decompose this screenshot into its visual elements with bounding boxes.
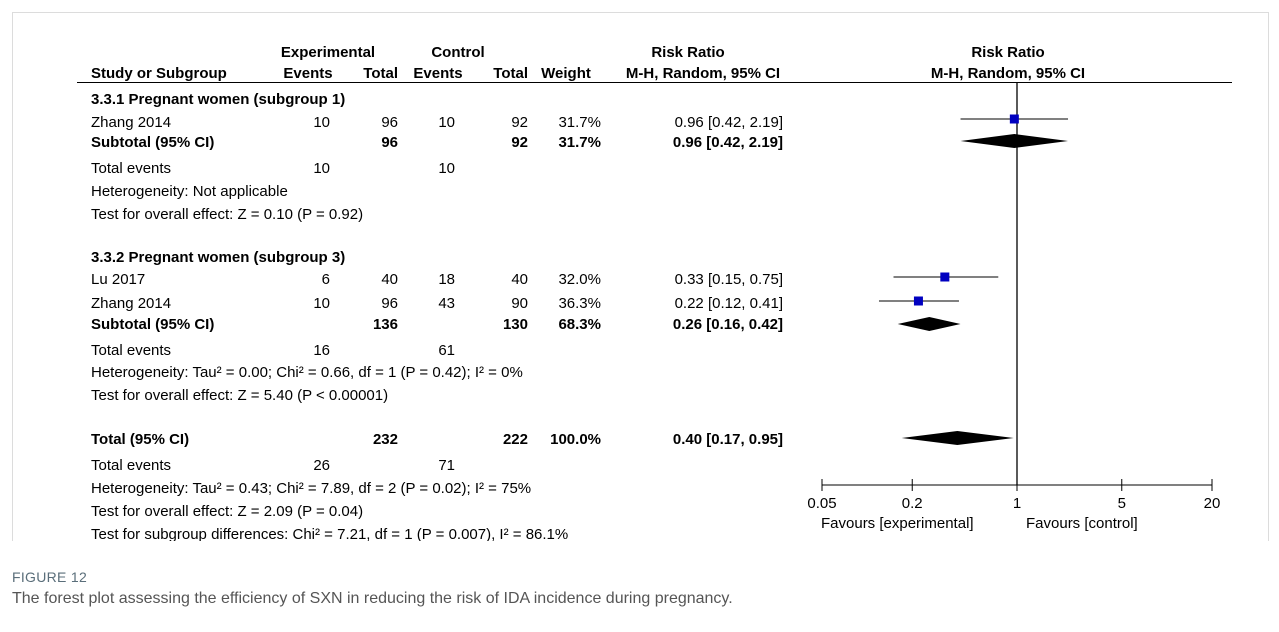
study-row-control-events: 43 (438, 295, 455, 312)
study-row-experimental-total: 96 (381, 114, 398, 131)
col-total-experimental: Total (363, 65, 398, 82)
study-row-experimental-events: 6 (321, 271, 330, 288)
total-label: Total (95% CI) (91, 431, 190, 448)
pooled-estimate-diamond (960, 134, 1069, 148)
favours-experimental-label: Favours [experimental] (821, 515, 974, 532)
study-row-control-total: 90 (511, 295, 528, 312)
forest-plot-figure: Experimental Control Risk Ratio Risk Rat… (12, 12, 1269, 541)
subtotal-control-total: 130 (502, 316, 528, 333)
text-label: Test for overall effect: Z = 0.10 (P = 0… (91, 206, 364, 223)
text-label: Test for subgroup differences: Chi² = 7.… (91, 526, 569, 541)
subtotal-label: Subtotal (95% CI) (91, 134, 215, 151)
col-total-control: Total (493, 65, 528, 82)
x-axis-tick-label: 20 (1204, 495, 1221, 512)
total-risk-ratio: 0.40 [0.17, 0.95] (672, 431, 783, 448)
study-row-risk-ratio: 0.96 [0.42, 2.19] (674, 114, 783, 131)
study-row-weight: 32.0% (558, 271, 601, 288)
study-point (1009, 114, 1019, 124)
col-risk-ratio: M-H, Random, 95% CI (625, 65, 781, 82)
text-label: Heterogeneity: Not applicable (91, 183, 288, 200)
study-row-control-events: 10 (438, 114, 455, 131)
study-row-label: Lu 2017 (91, 271, 146, 288)
header-control: Control (431, 44, 485, 61)
subtotal-control-total: 92 (511, 134, 528, 151)
study-row-experimental-events: 10 (313, 114, 330, 131)
study-point (913, 296, 923, 306)
subtotal-weight: 68.3% (558, 316, 601, 333)
total-experimental-total: 232 (372, 431, 398, 448)
x-axis-tick-label: 5 (1118, 495, 1126, 512)
study-row-label: Zhang 2014 (91, 295, 172, 312)
study-row-risk-ratio: 0.22 [0.12, 0.41] (674, 295, 783, 312)
header-experimental: Experimental (280, 44, 376, 61)
events-label: Total events (91, 160, 172, 177)
favours-control-label: Favours [control] (1026, 515, 1138, 532)
events-control-events: 61 (438, 342, 455, 359)
figure-label: FIGURE 12 (12, 569, 88, 585)
study-row-weight: 31.7% (558, 114, 601, 131)
study-row-experimental-total: 96 (381, 295, 398, 312)
subtotal-risk-ratio: 0.96 [0.42, 2.19] (672, 134, 783, 151)
text-label: Heterogeneity: Tau² = 0.00; Chi² = 0.66,… (91, 364, 523, 381)
text-label: Test for overall effect: Z = 2.09 (P = 0… (91, 503, 364, 520)
study-row-control-total: 40 (511, 271, 528, 288)
events-control-events: 71 (438, 457, 455, 474)
subtotal-label: Subtotal (95% CI) (91, 316, 215, 333)
header-risk-ratio-plot: Risk Ratio (971, 44, 1045, 61)
study-row-control-total: 92 (511, 114, 528, 131)
study-row-control-events: 18 (438, 271, 455, 288)
col-events-control: Events (413, 65, 463, 82)
x-axis-tick-label: 0.05 (807, 495, 836, 512)
subtotal-experimental-total: 136 (372, 316, 398, 333)
text-label: Heterogeneity: Tau² = 0.43; Chi² = 7.89,… (91, 480, 532, 497)
header-risk-ratio-table: Risk Ratio (651, 44, 725, 61)
subtotal-risk-ratio: 0.26 [0.16, 0.42] (672, 316, 783, 333)
col-study: Study or Subgroup (91, 65, 227, 82)
study-row-label: Zhang 2014 (91, 114, 172, 131)
header-rule (77, 82, 1232, 83)
figure-caption: The forest plot assessing the efficiency… (12, 590, 733, 607)
pooled-estimate-diamond (901, 431, 1014, 445)
x-axis-tick-label: 1 (1013, 495, 1021, 512)
events-experimental-events: 26 (313, 457, 330, 474)
events-label: Total events (91, 457, 172, 474)
pooled-estimate-diamond (897, 317, 961, 331)
x-axis-tick-label: 0.2 (902, 495, 923, 512)
study-point (940, 272, 950, 282)
events-control-events: 10 (438, 160, 455, 177)
events-label: Total events (91, 342, 172, 359)
col-weight: Weight (541, 65, 591, 82)
col-events-experimental: Events (283, 65, 333, 82)
subgroup-label: 3.3.1 Pregnant women (subgroup 1) (91, 91, 346, 108)
subtotal-experimental-total: 96 (381, 134, 398, 151)
study-row-risk-ratio: 0.33 [0.15, 0.75] (674, 271, 783, 288)
study-row-experimental-events: 10 (313, 295, 330, 312)
col-risk-ratio-plot: M-H, Random, 95% CI (930, 65, 1086, 82)
study-row-weight: 36.3% (558, 295, 601, 312)
events-experimental-events: 16 (313, 342, 330, 359)
events-experimental-events: 10 (313, 160, 330, 177)
total-control-total: 222 (502, 431, 528, 448)
study-row-experimental-total: 40 (381, 271, 398, 288)
subgroup-label: 3.3.2 Pregnant women (subgroup 3) (91, 249, 346, 266)
subtotal-weight: 31.7% (558, 134, 601, 151)
forest-plot-chart: 0.05 0.2 1 5 20 Favours [experimental] Favours… (807, 82, 1221, 532)
text-label: Test for overall effect: Z = 5.40 (P < 0… (91, 387, 389, 404)
total-weight: 100.0% (550, 431, 601, 448)
